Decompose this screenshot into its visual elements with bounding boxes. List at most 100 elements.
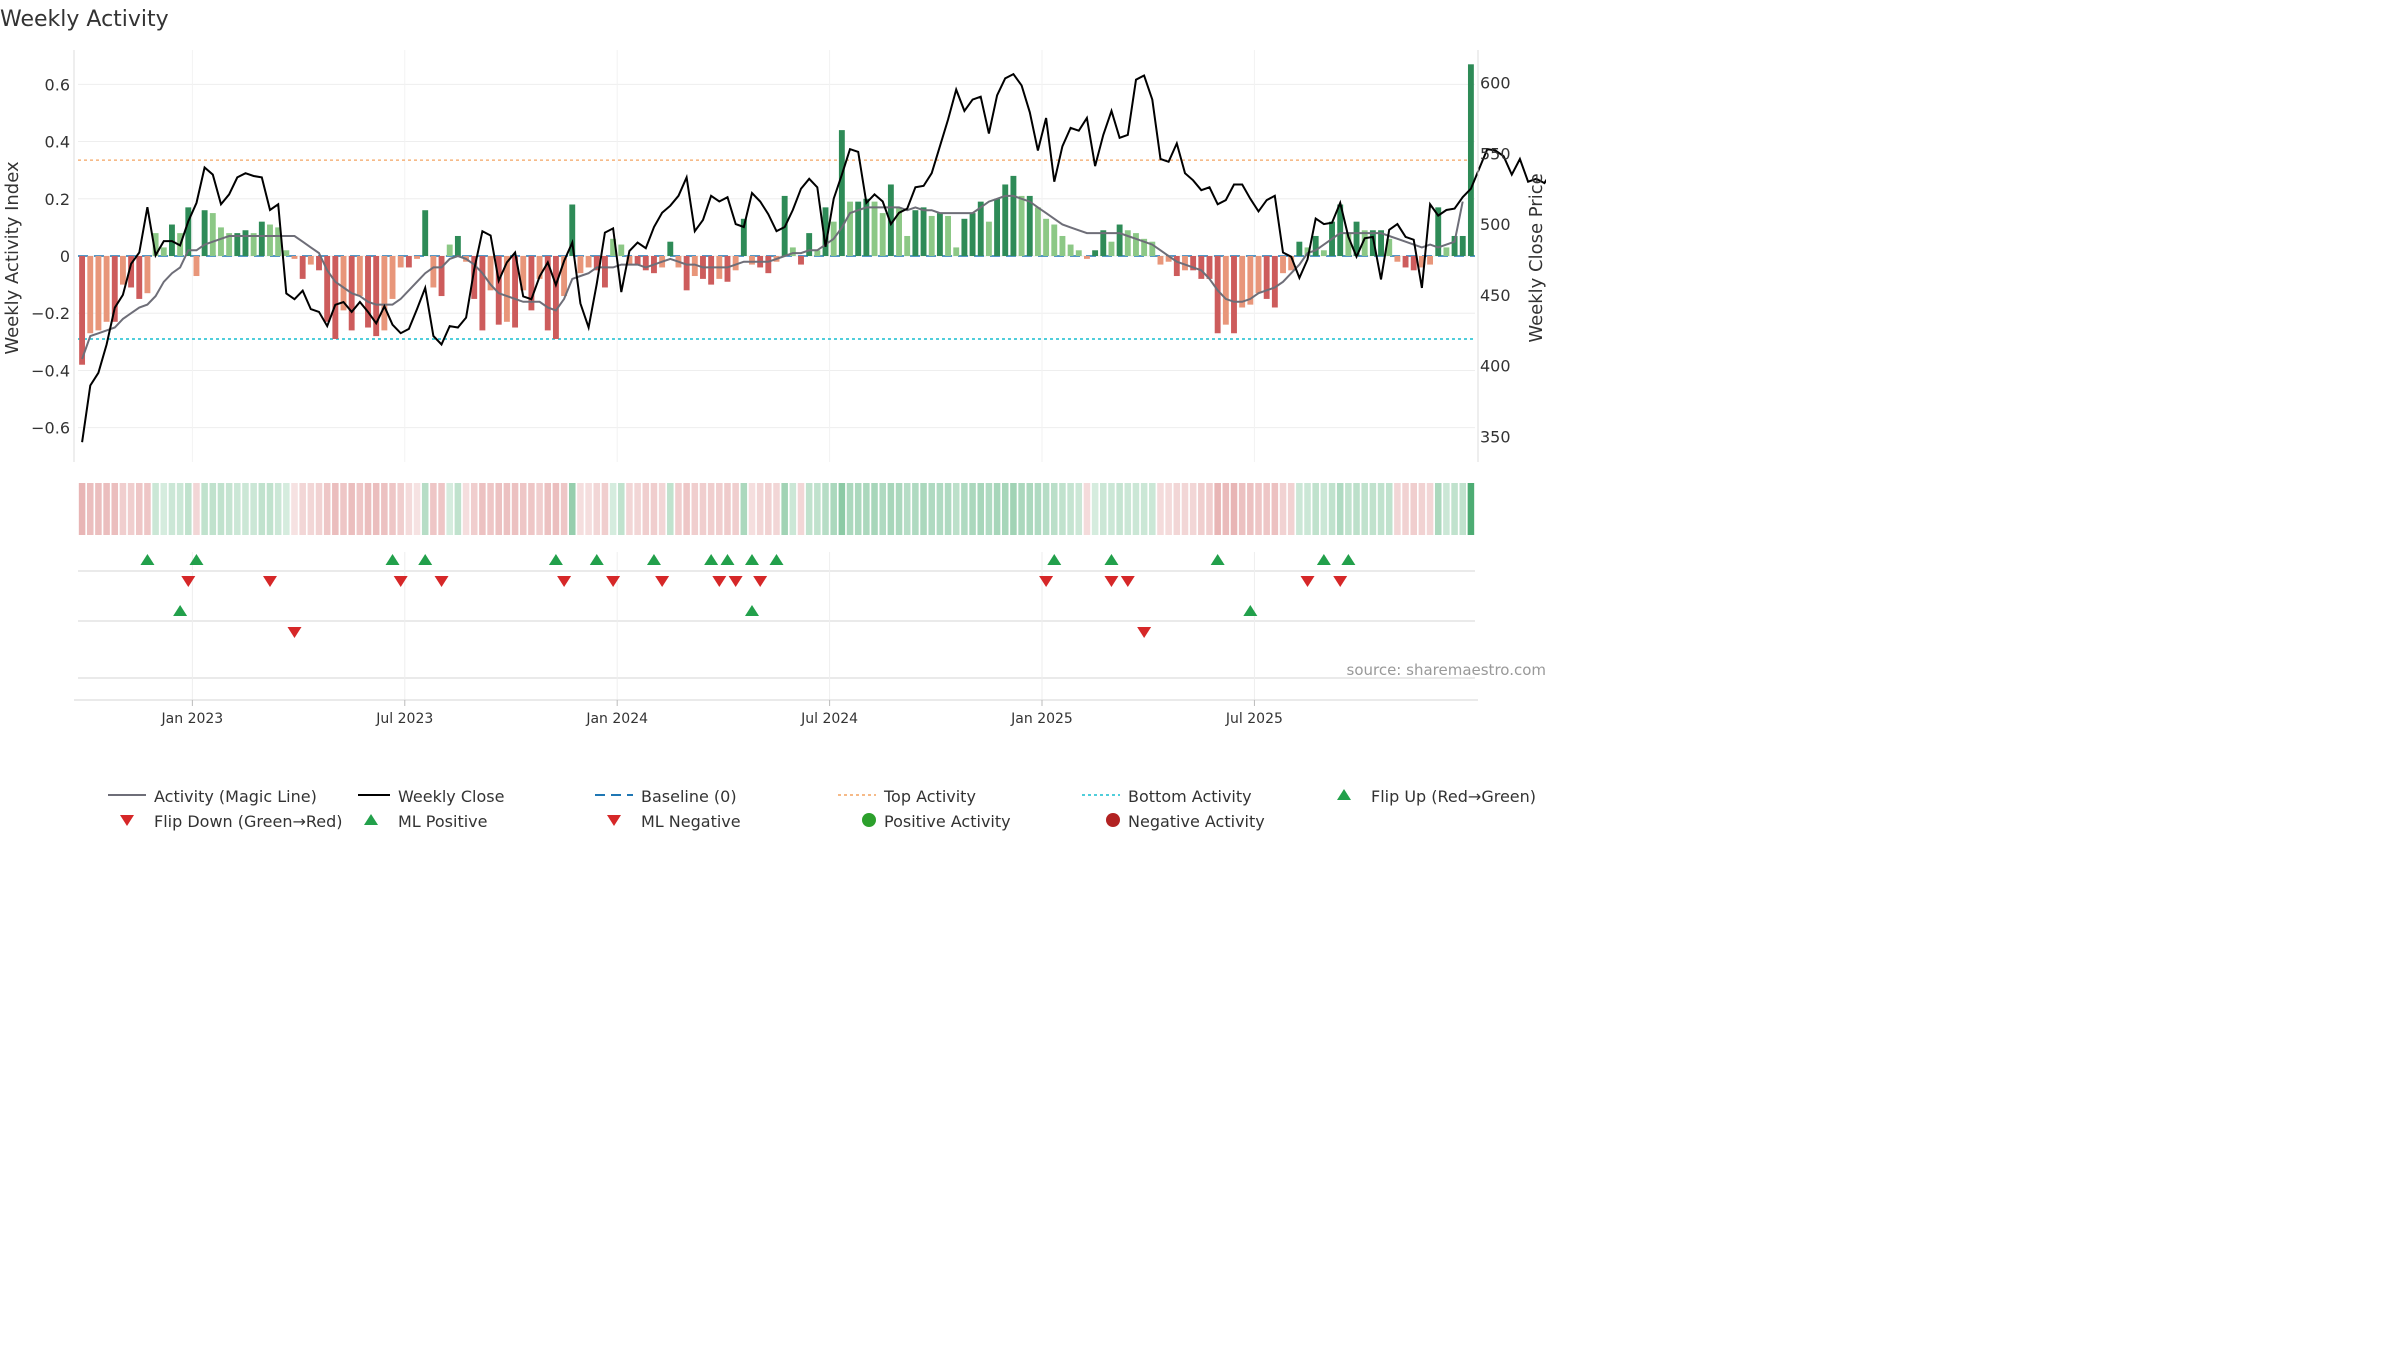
heat-cell [364,483,372,535]
heat-cell [111,483,119,535]
heat-cell [454,483,462,535]
activity-bar [258,221,265,256]
activity-bar [765,256,772,274]
activity-bar [1353,221,1360,256]
legend-item: ML Positive [364,812,487,831]
flip-down-marker [712,576,727,587]
activity-bar [610,238,617,256]
activity-bar [209,213,216,256]
heat-cell [1157,483,1164,535]
flip-up-marker [589,554,604,565]
heat-cell [152,483,159,535]
heat-cell [1026,483,1034,535]
signal-panels [78,552,1475,700]
flip-down-marker [262,576,277,587]
legend-label: Flip Down (Green→Red) [154,812,343,831]
heat-cell [1181,483,1189,535]
x-axis: Jan 2023 Jul 2023 Jan 2024 Jul 2024 Jan 2025… [74,699,1478,727]
legend-item: Top Activity [838,787,976,806]
activity-bar [1034,207,1041,256]
legend-item: Flip Down (Green→Red) [120,812,343,831]
heat-cell [332,483,339,535]
flip-up-marker [1104,554,1119,565]
heat-cell [740,483,748,535]
activity-bar [144,256,151,294]
activity-bar [136,256,143,299]
y-tick-label: −0.4 [31,361,70,380]
heat-cell [381,483,388,535]
activity-bar [1173,256,1180,277]
flip-down-marker [1039,576,1054,587]
heat-cell [1189,483,1197,535]
heat-cell [1140,483,1148,535]
activity-bar [454,235,461,256]
heat-cell [1010,483,1017,535]
legend-label: Weekly Close [398,787,504,806]
reference-lines [78,159,1475,340]
activity-bar [520,256,527,291]
heat-cell [291,483,298,535]
x-tick-label: Jul 2024 [800,711,858,727]
activity-bar [128,256,135,288]
heat-cell [348,483,355,535]
activity-bar [969,213,976,256]
activity-bar [1304,247,1311,256]
heat-cell [675,483,682,535]
magic-line [81,194,1464,360]
activity-bar [1435,207,1442,256]
flip-down-marker [1120,576,1135,587]
activity-bar [291,256,298,259]
legend: Activity (Magic Line) Weekly Close Baselin… [108,787,1536,831]
activity-bar [1149,241,1156,256]
activity-bar [79,256,86,365]
heat-cell [1410,483,1417,535]
heat-cell [225,483,233,535]
y-axis-label: Weekly Activity Index [2,161,23,355]
heat-cell [691,483,699,535]
heat-cell [1075,483,1083,535]
flip-down-marker [1104,576,1119,587]
activity-bar [601,256,608,288]
activity-bar [316,256,322,271]
activity-bar [152,233,159,256]
heat-cell [789,483,797,535]
activity-bar [1026,195,1033,256]
activity-heat-strip [78,483,1475,535]
activity-bar [1157,256,1164,265]
heat-cell [683,483,690,535]
heat-cell [887,483,895,535]
heat-cell [1443,483,1450,535]
legend-item: ML Negative [607,812,741,831]
heat-cell [307,483,315,535]
activity-bar [732,256,739,271]
heat-cell [797,483,805,535]
activity-bar [95,256,102,331]
legend-swatch-triangle-up [1337,789,1351,800]
activity-bar [912,210,919,256]
heat-cell [1059,483,1066,535]
flip-up-marker [720,554,735,565]
heat-cell [1418,483,1426,535]
legend-swatch-triangle-down [607,815,621,826]
heat-cell [830,483,837,535]
legend-item: Weekly Close [358,787,504,806]
activity-bar [201,210,208,256]
heat-cell [977,483,985,535]
activity-bar [634,256,641,265]
activity-bar [1141,238,1148,256]
activity-bar [1198,256,1205,279]
heat-cell [1238,483,1246,535]
heat-cell [936,483,944,535]
activity-bar [1067,244,1074,256]
x-tick-label: Jan 2024 [585,711,648,727]
heat-cell [176,483,184,535]
heat-cell [430,483,437,535]
activity-bar [471,256,478,299]
activity-bar [332,256,339,339]
flip-up-marker [1316,554,1331,565]
heat-cell [1304,483,1311,535]
activity-bar [1451,235,1458,256]
chart-title: Weekly Activity [0,7,169,32]
activity-bar [1427,256,1434,265]
heat-cell [863,483,870,535]
